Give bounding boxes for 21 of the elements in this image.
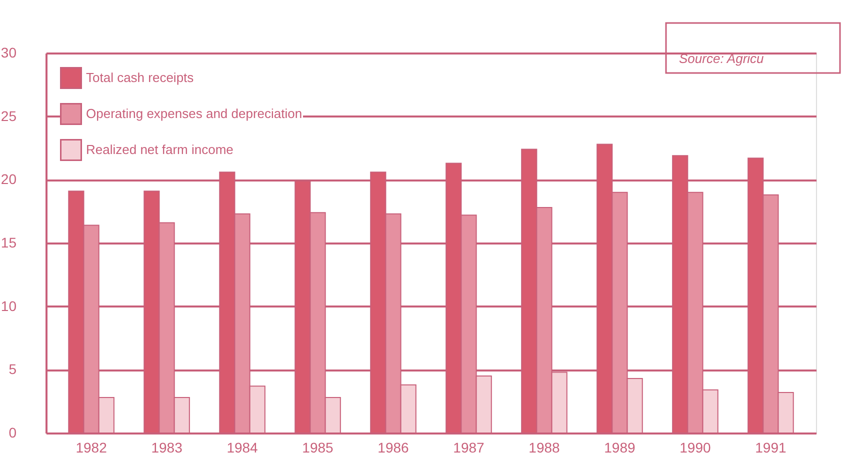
- y-tick-label: 25: [0, 108, 17, 124]
- x-tick-label: 1983: [151, 440, 183, 456]
- y-tick-label: 15: [0, 234, 17, 250]
- legend-label: Total cash receipts: [86, 70, 194, 85]
- x-tick-label: 1984: [226, 440, 258, 456]
- x-tick-label: 1987: [453, 440, 485, 456]
- y-tick-label: 10: [0, 298, 17, 314]
- legend-label: Operating expenses and depreciation: [86, 106, 302, 121]
- legend-label: Realized net farm income: [86, 142, 234, 157]
- y-tick-label: 0: [8, 424, 17, 440]
- x-tick-label: 1988: [528, 440, 560, 456]
- x-tick-label: 1989: [604, 440, 636, 456]
- annotation: Source: Agricu: [679, 51, 764, 66]
- x-tick-label: 1982: [76, 440, 108, 456]
- x-tick-label: 1991: [755, 440, 786, 456]
- y-tick-label: 5: [8, 361, 17, 378]
- x-tick-label: 1986: [378, 440, 410, 456]
- x-tick-label: 1990: [680, 440, 711, 456]
- y-tick-label: 20: [0, 171, 17, 188]
- x-tick-label: 1985: [302, 440, 334, 456]
- y-tick-label: 30: [0, 44, 17, 60]
